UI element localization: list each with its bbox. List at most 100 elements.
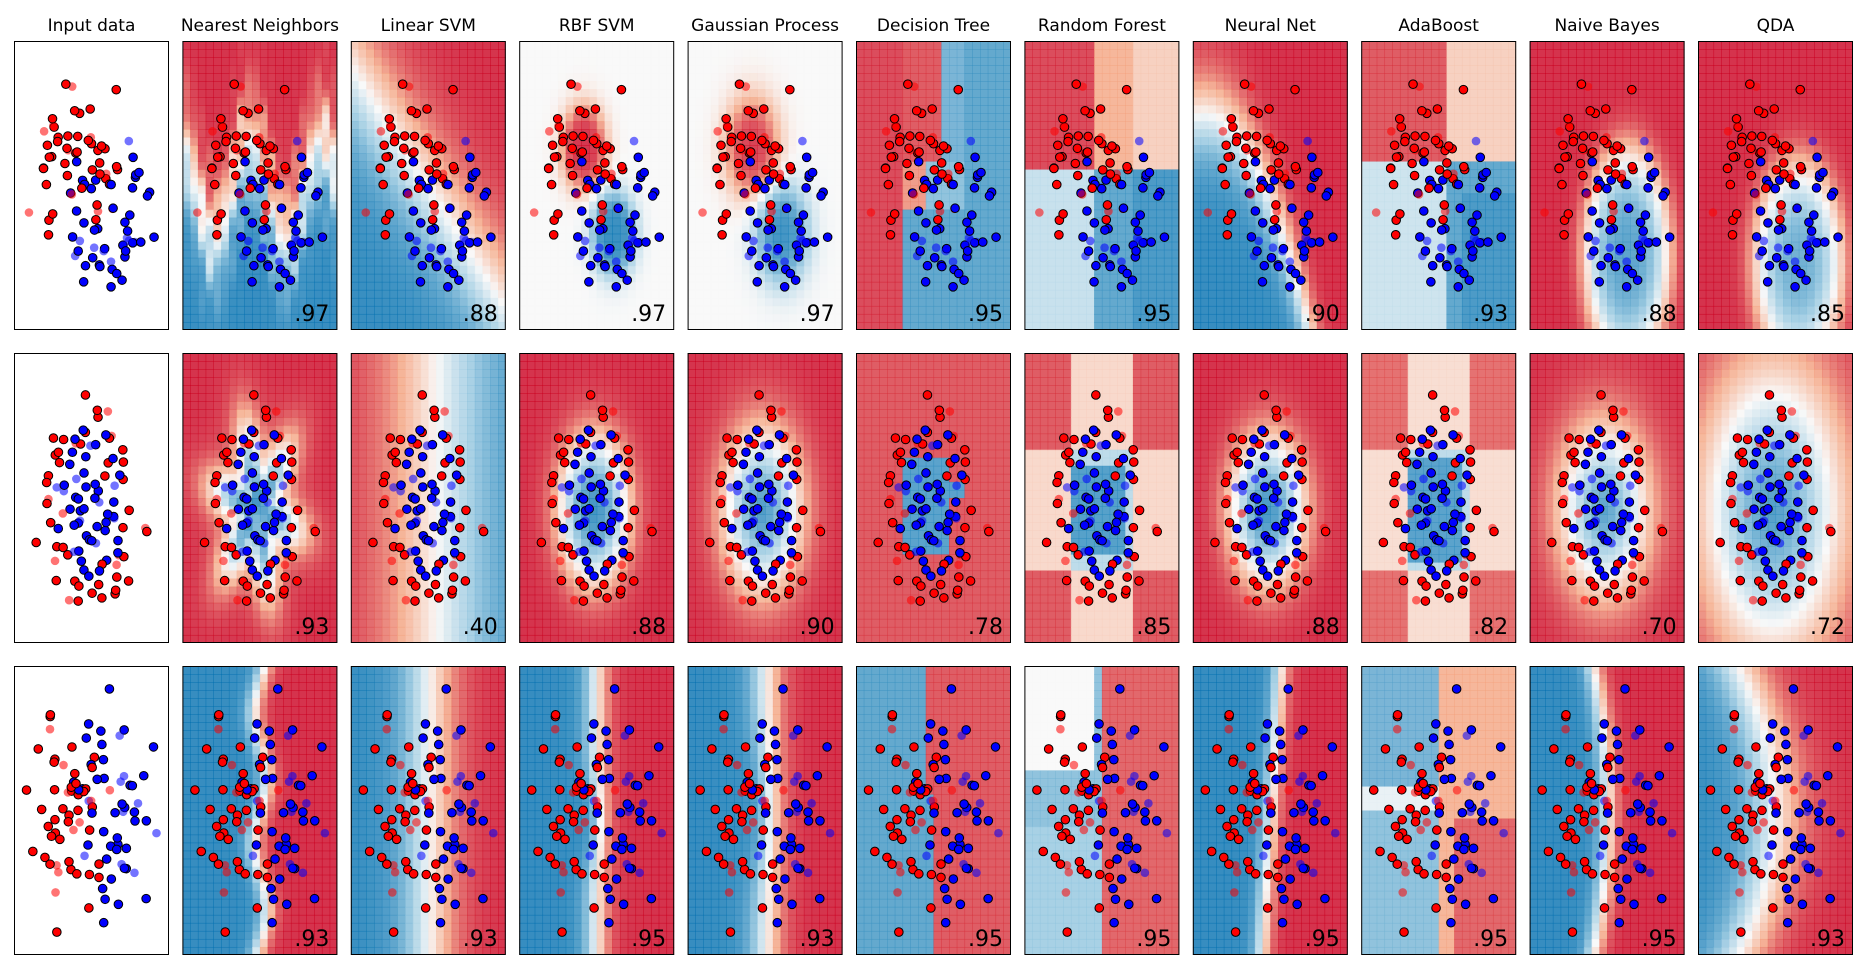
- red-train-point: [358, 785, 369, 795]
- red-train-point: [1602, 762, 1613, 773]
- blue-train-point: [741, 447, 751, 458]
- blue-train-point: [1645, 807, 1655, 817]
- blue-train-point: [1779, 261, 1789, 272]
- red-test-point: [1203, 208, 1213, 217]
- blue-test-point: [749, 236, 758, 246]
- red-test-point: [58, 509, 68, 518]
- blue-test-point: [1453, 257, 1463, 266]
- red-train-point: [1756, 131, 1767, 142]
- red-train-point: [1742, 434, 1753, 445]
- red-test-point: [64, 595, 74, 605]
- blue-train-point: [1109, 917, 1119, 928]
- blue-test-point: [408, 474, 418, 484]
- red-train-point: [936, 872, 946, 883]
- red-train-point: [1764, 390, 1775, 400]
- red-train-point: [1087, 183, 1098, 194]
- blue-test-point: [422, 441, 432, 450]
- red-train-point: [887, 709, 898, 720]
- red-train-point: [1104, 579, 1114, 590]
- blue-train-point: [1097, 808, 1108, 818]
- blue-train-point: [1448, 517, 1459, 528]
- panel-moons-nb: .88: [1529, 41, 1685, 330]
- blue-train-point: [1291, 833, 1301, 843]
- red-train-point: [1438, 214, 1448, 225]
- blue-train-point: [1075, 459, 1085, 470]
- red-train-point: [727, 447, 737, 458]
- blue-train-point: [433, 739, 444, 750]
- blue-train-point: [108, 453, 118, 464]
- red-train-point: [364, 846, 375, 857]
- blue-train-point: [1755, 206, 1766, 216]
- red-train-point: [1732, 433, 1743, 443]
- blue-train-point: [1654, 770, 1665, 781]
- red-train-point: [883, 477, 894, 488]
- blue-train-point: [1243, 459, 1254, 470]
- blue-train-point: [130, 816, 140, 826]
- red-train-point: [216, 113, 226, 124]
- blue-train-point: [1780, 726, 1790, 736]
- red-train-point: [396, 158, 407, 169]
- red-train-point: [605, 471, 615, 481]
- red-test-point: [1282, 407, 1291, 416]
- blue-train-point: [976, 167, 986, 178]
- red-test-point: [1401, 867, 1410, 877]
- red-train-point: [123, 576, 134, 586]
- blue-train-point: [1232, 523, 1242, 534]
- red-train-point: [221, 136, 231, 147]
- red-train-point: [1639, 576, 1649, 586]
- red-train-point: [1072, 170, 1083, 181]
- blue-train-point: [1797, 535, 1807, 546]
- blue-train-point: [438, 517, 448, 528]
- blue-train-point: [1796, 833, 1807, 843]
- red-train-point: [1735, 575, 1746, 586]
- blue-train-point: [946, 684, 957, 694]
- blue-train-point: [1588, 246, 1599, 256]
- blue-train-point: [584, 504, 594, 514]
- blue-train-point: [84, 571, 94, 581]
- blue-train-point: [1276, 883, 1287, 894]
- red-train-point: [1434, 762, 1445, 773]
- blue-train-point: [86, 535, 97, 546]
- red-train-point: [1794, 585, 1805, 596]
- red-train-point: [761, 165, 771, 175]
- blue-train-point: [1289, 807, 1299, 818]
- blue-train-point: [296, 152, 307, 163]
- blue-train-point: [65, 504, 75, 514]
- blue-train-point: [1616, 430, 1627, 440]
- red-test-point: [1734, 556, 1744, 566]
- panel-linear-mlp: .95: [1192, 666, 1348, 955]
- score-label: .95: [968, 927, 1003, 952]
- red-train-point: [900, 803, 910, 814]
- blue-train-point: [1328, 232, 1338, 242]
- blue-train-point: [950, 453, 960, 464]
- blue-train-point: [449, 535, 460, 546]
- red-test-point: [280, 560, 290, 570]
- blue-train-point: [420, 571, 431, 581]
- blue-test-point: [1463, 777, 1473, 786]
- blue-train-point: [404, 232, 415, 242]
- blue-train-point: [970, 152, 980, 163]
- blue-test-point: [1126, 777, 1136, 786]
- red-train-point: [213, 709, 224, 720]
- blue-train-point: [1257, 565, 1268, 575]
- blue-train-point: [459, 226, 470, 236]
- red-test-point: [1621, 785, 1630, 795]
- blue-train-point: [283, 470, 294, 480]
- blue-test-point: [287, 807, 296, 817]
- red-train-point: [1712, 846, 1722, 857]
- blue-train-point: [901, 480, 912, 490]
- red-train-point: [1221, 140, 1231, 151]
- red-train-point: [728, 834, 739, 845]
- red-train-point: [1746, 143, 1756, 154]
- red-train-point: [420, 903, 431, 913]
- red-train-point: [592, 165, 603, 175]
- score-label: .78: [968, 615, 1003, 640]
- blue-train-point: [1763, 468, 1773, 478]
- blue-train-point: [417, 482, 428, 492]
- red-test-point: [1583, 190, 1592, 199]
- column-title-input: Input data: [48, 16, 136, 36]
- red-train-point: [1465, 522, 1475, 533]
- red-train-point: [210, 498, 221, 509]
- red-train-point: [1612, 593, 1623, 603]
- blue-train-point: [584, 565, 594, 575]
